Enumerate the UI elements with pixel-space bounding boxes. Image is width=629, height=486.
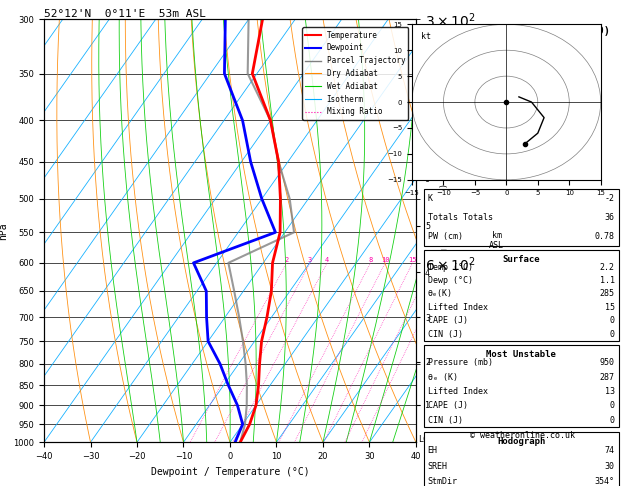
FancyBboxPatch shape <box>424 432 619 486</box>
Text: 354°: 354° <box>594 477 615 486</box>
Text: 3: 3 <box>308 257 312 263</box>
Text: 30: 30 <box>604 462 615 470</box>
Text: Surface: Surface <box>503 255 540 264</box>
Text: 0: 0 <box>610 316 615 325</box>
Text: CIN (J): CIN (J) <box>428 330 463 339</box>
FancyBboxPatch shape <box>424 250 619 341</box>
Text: 74: 74 <box>604 446 615 455</box>
Text: Most Unstable: Most Unstable <box>486 350 556 359</box>
Y-axis label: km
ASL: km ASL <box>489 231 504 250</box>
Text: 52°12'N  0°11'E  53m ASL: 52°12'N 0°11'E 53m ASL <box>44 9 206 18</box>
Text: 287: 287 <box>599 373 615 382</box>
Text: Temp (°C): Temp (°C) <box>428 262 473 272</box>
Text: EH: EH <box>428 446 438 455</box>
Text: 0: 0 <box>610 330 615 339</box>
Text: © weatheronline.co.uk: © weatheronline.co.uk <box>470 431 575 440</box>
Text: -2: -2 <box>604 193 615 203</box>
Text: 0.78: 0.78 <box>594 232 615 241</box>
Text: Mixing Ratio (g/kg): Mixing Ratio (g/kg) <box>440 183 449 278</box>
Text: 0: 0 <box>610 401 615 410</box>
Text: K: K <box>428 193 433 203</box>
FancyBboxPatch shape <box>424 189 619 245</box>
X-axis label: Dewpoint / Temperature (°C): Dewpoint / Temperature (°C) <box>151 467 309 477</box>
Text: θₑ(K): θₑ(K) <box>428 290 453 298</box>
Text: CAPE (J): CAPE (J) <box>428 316 468 325</box>
Text: 950: 950 <box>599 358 615 367</box>
Text: 8: 8 <box>369 257 372 263</box>
Text: 10: 10 <box>381 257 389 263</box>
Y-axis label: hPa: hPa <box>0 222 8 240</box>
Text: LCL: LCL <box>418 435 433 444</box>
Text: CIN (J): CIN (J) <box>428 416 463 425</box>
Text: 0: 0 <box>610 416 615 425</box>
Text: 13: 13 <box>604 387 615 396</box>
Text: SREH: SREH <box>428 462 448 470</box>
Text: PW (cm): PW (cm) <box>428 232 463 241</box>
Text: 15: 15 <box>408 257 417 263</box>
Legend: Temperature, Dewpoint, Parcel Trajectory, Dry Adiabat, Wet Adiabat, Isotherm, Mi: Temperature, Dewpoint, Parcel Trajectory… <box>303 28 408 120</box>
Text: CAPE (J): CAPE (J) <box>428 401 468 410</box>
Text: θₑ (K): θₑ (K) <box>428 373 458 382</box>
Text: kt: kt <box>421 32 431 41</box>
Text: StmDir: StmDir <box>428 477 458 486</box>
Text: 1.1: 1.1 <box>599 276 615 285</box>
Text: 4: 4 <box>325 257 329 263</box>
Text: 2: 2 <box>284 257 289 263</box>
Text: Hodograph: Hodograph <box>497 437 545 446</box>
Text: 17.04.2024  06GMT (Base: 00): 17.04.2024 06GMT (Base: 00) <box>435 26 610 36</box>
Text: Pressure (mb): Pressure (mb) <box>428 358 493 367</box>
Text: 36: 36 <box>604 212 615 222</box>
Text: Lifted Index: Lifted Index <box>428 387 487 396</box>
Text: 15: 15 <box>604 303 615 312</box>
Text: Dewp (°C): Dewp (°C) <box>428 276 473 285</box>
FancyBboxPatch shape <box>424 345 619 428</box>
Text: Totals Totals: Totals Totals <box>428 212 493 222</box>
Text: 2.2: 2.2 <box>599 262 615 272</box>
Text: 285: 285 <box>599 290 615 298</box>
Text: Lifted Index: Lifted Index <box>428 303 487 312</box>
